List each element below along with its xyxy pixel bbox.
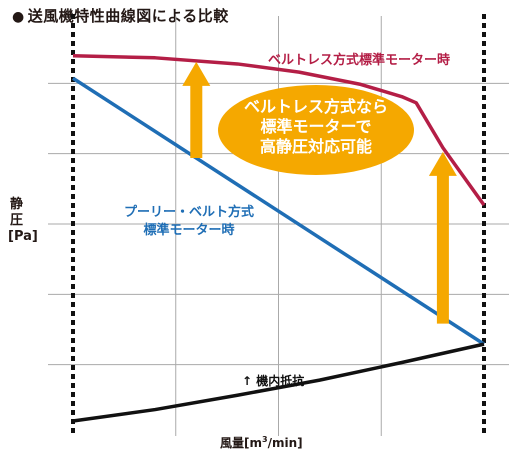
resistance-curve bbox=[72, 342, 485, 423]
x-axis-label-sup: 3 bbox=[262, 435, 268, 444]
y-axis-label-3: [Pa] bbox=[8, 229, 38, 244]
arrow-layer bbox=[182, 61, 457, 324]
callout-text-2: 標準モーターで bbox=[260, 117, 371, 136]
beltless-curve bbox=[72, 54, 486, 207]
pulley-series-label-line2: 標準モーター時 bbox=[143, 222, 234, 238]
bullet-icon: ● bbox=[12, 9, 25, 25]
series-layer bbox=[72, 54, 486, 423]
callout-text-1: ベルトレス方式なら bbox=[244, 97, 388, 116]
beltless-series-label: ベルトレス方式標準モーター時 bbox=[268, 52, 450, 68]
x-axis-label-prefix: 風量[m bbox=[220, 436, 262, 450]
resistance-annotation: ↑ 機内抵抗 bbox=[242, 373, 304, 388]
up-arrow-1 bbox=[182, 61, 211, 159]
pulley-line bbox=[72, 76, 485, 346]
y-axis-label-2: 圧 bbox=[10, 213, 24, 228]
x-axis-label-suffix: /min] bbox=[267, 436, 303, 450]
y-axis-label-1: 静 bbox=[10, 197, 24, 212]
callout-text-3: 高静圧対応可能 bbox=[260, 137, 372, 156]
boundary-lines bbox=[71, 14, 486, 436]
chart-title: ● 送風機特性曲線図による比較 bbox=[12, 5, 229, 26]
up-arrow-2 bbox=[428, 151, 457, 324]
chart-title-text: 送風機特性曲線図による比較 bbox=[27, 7, 229, 25]
pulley-series-label-line1: プーリー・ベルト方式 bbox=[124, 204, 254, 220]
x-axis-label: 風量[m3/min] bbox=[220, 434, 303, 451]
callout-ellipse bbox=[218, 85, 414, 175]
